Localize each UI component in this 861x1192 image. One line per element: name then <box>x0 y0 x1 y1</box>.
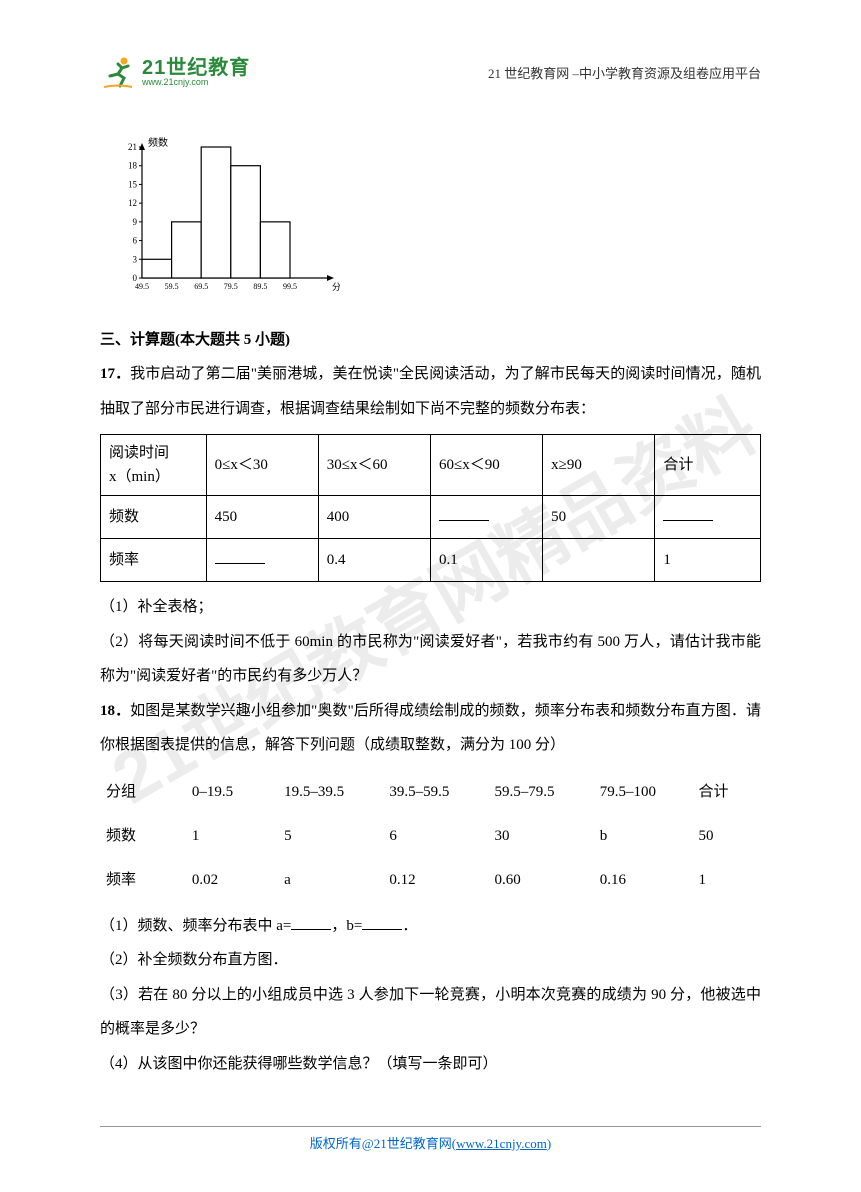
cell: 合计 <box>694 771 759 813</box>
cell: 50 <box>694 815 759 857</box>
q17-table: 阅读时间x（min） 0≤x＜30 30≤x＜60 60≤x＜90 x≥90 合… <box>100 434 761 582</box>
page-footer: 版权所有@21世纪教育网(www.21cnjy.com) <box>100 1126 761 1152</box>
cell: 79.5–100 <box>596 771 693 813</box>
svg-text:15: 15 <box>128 179 138 189</box>
svg-text:频数: 频数 <box>148 136 168 149</box>
cell: 30 <box>491 815 594 857</box>
footer-prefix: 版权所有@21世纪教育网( <box>310 1136 456 1151</box>
cell: 400 <box>318 496 430 539</box>
header-right-text: 21 世纪教育网 –中小学教育资源及组卷应用平台 <box>488 63 761 82</box>
table-row: 频数 1 5 6 30 b 50 <box>102 815 759 857</box>
cell: 1 <box>188 815 278 857</box>
table-row: 分组 0–19.5 19.5–39.5 39.5–59.5 59.5–79.5 … <box>102 771 759 813</box>
cell: 50 <box>543 496 655 539</box>
cell: 0.1 <box>430 539 542 582</box>
section-3-title: 三、计算题(本大题共 5 小题) <box>100 328 761 349</box>
svg-text:3: 3 <box>133 254 138 264</box>
cell: 6 <box>385 815 488 857</box>
runner-logo-icon <box>100 54 136 90</box>
q18-sub1: （1）频数、频率分布表中 a=，b=． <box>100 909 761 944</box>
cell: 0.16 <box>596 859 693 901</box>
cell: 59.5–79.5 <box>491 771 594 813</box>
cell: 0.60 <box>491 859 594 901</box>
q17-number: 17． <box>100 366 130 382</box>
histogram-chart: 03691215182149.559.569.579.589.599.5频数分数… <box>110 135 761 310</box>
cell: 阅读时间x（min） <box>101 435 207 496</box>
cell: a <box>280 859 383 901</box>
cell: 0.12 <box>385 859 488 901</box>
cell: 1 <box>694 859 759 901</box>
cell: 0.4 <box>318 539 430 582</box>
cell: 39.5–59.5 <box>385 771 488 813</box>
page-header: 21世纪教育 www.21cnjy.com 21 世纪教育网 –中小学教育资源及… <box>0 42 861 102</box>
cell: 0≤x＜30 <box>206 435 318 496</box>
cell: 频率 <box>101 539 207 582</box>
cell: 30≤x＜60 <box>318 435 430 496</box>
logo-sub-text: www.21cnjy.com <box>142 78 250 87</box>
q18-sub2: （2）补全频数分布直方图． <box>100 943 761 978</box>
svg-text:12: 12 <box>128 198 137 208</box>
svg-text:49.5: 49.5 <box>135 282 149 291</box>
q17-text: 我市启动了第二届"美丽港城，美在悦读"全民阅读活动，为了解市民每天的阅读时间情况… <box>100 366 761 417</box>
svg-text:89.5: 89.5 <box>253 282 267 291</box>
q18-text: 如图是某数学兴趣小组参加"奥数"后所得成绩绘制成的频数，频率分布表和频数分布直方… <box>100 703 761 754</box>
cell: 频数 <box>102 815 186 857</box>
cell <box>655 496 761 539</box>
table-row: 频率 0.4 0.1 1 <box>101 539 761 582</box>
q18-sub3: （3）若在 80 分以上的小组成员中选 3 人参加下一轮竞赛，小明本次竞赛的成绩… <box>100 978 761 1047</box>
cell: 频数 <box>101 496 207 539</box>
cell: 0.02 <box>188 859 278 901</box>
q18-sub4: （4）从该图中你还能获得哪些数学信息？（填写一条即可） <box>100 1047 761 1082</box>
svg-text:18: 18 <box>128 161 138 171</box>
cell: 19.5–39.5 <box>280 771 383 813</box>
q17-stem: 17．我市启动了第二届"美丽港城，美在悦读"全民阅读活动，为了解市民每天的阅读时… <box>100 357 761 426</box>
cell <box>430 496 542 539</box>
q18-table: 分组 0–19.5 19.5–39.5 39.5–59.5 59.5–79.5 … <box>100 769 761 903</box>
cell: b <box>596 815 693 857</box>
q18-number: 18． <box>100 703 130 719</box>
cell: 60≤x＜90 <box>430 435 542 496</box>
svg-text:分数(分): 分数(分) <box>332 281 340 292</box>
cell <box>543 539 655 582</box>
q17-sub2: （2）将每天阅读时间不低于 60min 的市民称为"阅读爱好者"，若我市约有 5… <box>100 625 761 694</box>
table-row: 频数 450 400 50 <box>101 496 761 539</box>
cell: 频率 <box>102 859 186 901</box>
page-content: 03691215182149.559.569.579.589.599.5频数分数… <box>100 120 761 1081</box>
svg-text:59.5: 59.5 <box>165 282 179 291</box>
cell: 5 <box>280 815 383 857</box>
cell: 450 <box>206 496 318 539</box>
cell: 1 <box>655 539 761 582</box>
cell: x≥90 <box>543 435 655 496</box>
logo-main-text: 21世纪教育 <box>142 58 250 78</box>
svg-text:79.5: 79.5 <box>224 282 238 291</box>
cell: 分组 <box>102 771 186 813</box>
logo: 21世纪教育 www.21cnjy.com <box>100 54 250 90</box>
footer-suffix: ) <box>547 1136 551 1151</box>
svg-text:99.5: 99.5 <box>283 282 297 291</box>
cell: 0–19.5 <box>188 771 278 813</box>
q18-stem: 18．如图是某数学兴趣小组参加"奥数"后所得成绩绘制成的频数，频率分布表和频数分… <box>100 694 761 763</box>
table-row: 频率 0.02 a 0.12 0.60 0.16 1 <box>102 859 759 901</box>
table-row: 阅读时间x（min） 0≤x＜30 30≤x＜60 60≤x＜90 x≥90 合… <box>101 435 761 496</box>
svg-text:9: 9 <box>133 217 138 227</box>
cell <box>206 539 318 582</box>
footer-link[interactable]: www.21cnjy.com <box>456 1136 547 1151</box>
q17-sub1: （1）补全表格； <box>100 590 761 625</box>
svg-text:21: 21 <box>128 142 137 152</box>
svg-text:69.5: 69.5 <box>194 282 208 291</box>
cell: 合计 <box>655 435 761 496</box>
svg-text:6: 6 <box>133 236 138 246</box>
